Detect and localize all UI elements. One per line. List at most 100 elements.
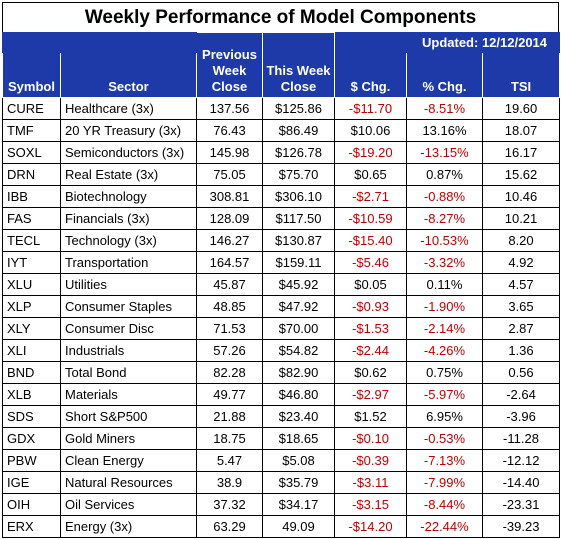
table-row: GDX Gold Miners 18.75 $18.65 -$0.10 -0.53% -11… — [2, 427, 561, 450]
cell-tsi: 3.65 — [481, 295, 561, 318]
cell-prev-close: 57.26 — [196, 339, 263, 362]
cell-dollar-chg: -$2.97 — [334, 383, 407, 406]
table-row: XLB Materials 49.77 $46.80 -$2.97 -5.97% -2.64 — [2, 383, 561, 406]
cell-pct-chg: -1.90% — [406, 295, 483, 318]
table-row: IBB Biotechnology 308.81 $306.10 -$2.71 -0.88… — [2, 185, 561, 208]
cell-pct-chg: -0.53% — [406, 427, 483, 450]
cell-symbol: ERX — [2, 515, 61, 538]
table-row: TECL Technology (3x) 146.27 $130.87 -$15.40-… — [2, 229, 561, 252]
cell-dollar-chg: $0.05 — [334, 273, 407, 296]
cell-sector: Transportation — [60, 251, 197, 274]
cell-prev-close: 18.75 — [196, 427, 263, 450]
cell-tsi: -14.40 — [481, 471, 561, 494]
table-row: SOXL Semiconductors (3x) 145.98 $126.78 -$19… — [2, 141, 561, 164]
table-row: ERX Energy (3x) 63.29 49.09 -$14.20 -22.44% -3… — [2, 515, 561, 538]
cell-pct-chg: -8.44% — [406, 493, 483, 516]
cell-this-close: $306.10 — [262, 185, 335, 208]
table-row: XLY Consumer Disc 71.53 $70.00 -$1.53 -2.14% 2… — [2, 317, 561, 340]
cell-this-close: $75.70 — [262, 163, 335, 186]
cell-symbol: GDX — [2, 427, 61, 450]
table-row: FAS Financials (3x) 128.09 $117.50 -$10.59 -8… — [2, 207, 561, 230]
cell-symbol: DRN — [2, 163, 61, 186]
cell-prev-close: 63.29 — [196, 515, 263, 538]
cell-tsi: 15.62 — [481, 163, 561, 186]
cell-sector: Consumer Staples — [60, 295, 197, 318]
cell-symbol: XLY — [2, 317, 61, 340]
cell-this-close: $82.90 — [262, 361, 335, 384]
cell-dollar-chg: $1.52 — [334, 405, 407, 428]
cell-tsi: 10.21 — [481, 207, 561, 230]
cell-dollar-chg: -$1.53 — [334, 317, 407, 340]
cell-tsi: 19.60 — [481, 97, 561, 120]
cell-dollar-chg: -$3.11 — [334, 471, 407, 494]
cell-symbol: XLI — [2, 339, 61, 362]
cell-sector: Short S&P500 — [60, 405, 197, 428]
cell-this-close: $35.79 — [262, 471, 335, 494]
header-tsi: TSI — [481, 51, 561, 99]
cell-symbol: OIH — [2, 493, 61, 516]
header-blank — [60, 32, 197, 53]
cell-pct-chg: -10.53% — [406, 229, 483, 252]
updated-date: Updated: 12/12/2014 — [405, 32, 561, 53]
cell-this-close: $45.92 — [262, 273, 335, 296]
cell-dollar-chg: $0.62 — [334, 361, 407, 384]
cell-pct-chg: -3.32% — [406, 251, 483, 274]
cell-symbol: SOXL — [2, 141, 61, 164]
header-this-close: This Week Close — [262, 32, 335, 98]
cell-prev-close: 164.57 — [196, 251, 263, 274]
cell-symbol: CURE — [2, 97, 61, 120]
table-row: IYT Transportation 164.57 $159.11 -$5.46 -3.3… — [2, 251, 561, 274]
table-row: CURE Healthcare (3x) 137.56 $125.86 -$11.70-… — [2, 97, 561, 120]
cell-dollar-chg: -$0.39 — [334, 449, 407, 472]
cell-symbol: SDS — [2, 405, 61, 428]
cell-this-close: $86.49 — [262, 119, 335, 142]
cell-tsi: -12.12 — [481, 449, 561, 472]
cell-pct-chg: 13.16% — [406, 119, 483, 142]
cell-pct-chg: 0.75% — [406, 361, 483, 384]
cell-tsi: 1.36 — [481, 339, 561, 362]
header-blank — [2, 32, 61, 53]
cell-tsi: -11.28 — [481, 427, 561, 450]
cell-prev-close: 75.05 — [196, 163, 263, 186]
table-row: IGE Natural Resources 38.9 $35.79 -$3.11 -7.9… — [2, 471, 561, 494]
cell-prev-close: 82.28 — [196, 361, 263, 384]
cell-prev-close: 38.9 — [196, 471, 263, 494]
table-row: XLI Industrials 57.26 $54.82 -$2.44 -4.26% 1.3… — [2, 339, 561, 362]
cell-sector: Oil Services — [60, 493, 197, 516]
cell-this-close: $159.11 — [262, 251, 335, 274]
cell-prev-close: 308.81 — [196, 185, 263, 208]
cell-sector: Real Estate (3x) — [60, 163, 197, 186]
cell-sector: Materials — [60, 383, 197, 406]
cell-this-close: $18.65 — [262, 427, 335, 450]
cell-dollar-chg: -$10.59 — [334, 207, 407, 230]
cell-this-close: $70.00 — [262, 317, 335, 340]
cell-prev-close: 48.85 — [196, 295, 263, 318]
cell-tsi: 4.92 — [481, 251, 561, 274]
cell-symbol: XLB — [2, 383, 61, 406]
cell-sector: Utilities — [60, 273, 197, 296]
cell-sector: 20 YR Treasury (3x) — [60, 119, 197, 142]
cell-prev-close: 5.47 — [196, 449, 263, 472]
cell-pct-chg: -7.99% — [406, 471, 483, 494]
cell-dollar-chg: -$14.20 — [334, 515, 407, 538]
cell-symbol: TECL — [2, 229, 61, 252]
cell-tsi: -2.64 — [481, 383, 561, 406]
cell-prev-close: 128.09 — [196, 207, 263, 230]
cell-pct-chg: -5.97% — [406, 383, 483, 406]
cell-tsi: 8.20 — [481, 229, 561, 252]
header-sector: Sector — [60, 51, 197, 99]
cell-tsi: 0.56 — [481, 361, 561, 384]
cell-pct-chg: -2.14% — [406, 317, 483, 340]
cell-sector: Natural Resources — [60, 471, 197, 494]
cell-this-close: $125.86 — [262, 97, 335, 120]
cell-pct-chg: -8.51% — [406, 97, 483, 120]
cell-symbol: FAS — [2, 207, 61, 230]
table-row: BND Total Bond 82.28 $82.90 $0.62 0.75% 0.56 — [2, 361, 561, 384]
cell-prev-close: 76.43 — [196, 119, 263, 142]
cell-tsi: -39.23 — [481, 515, 561, 538]
cell-sector: Industrials — [60, 339, 197, 362]
cell-prev-close: 37.32 — [196, 493, 263, 516]
cell-tsi: 16.17 — [481, 141, 561, 164]
cell-tsi: -23.31 — [481, 493, 561, 516]
cell-prev-close: 49.77 — [196, 383, 263, 406]
